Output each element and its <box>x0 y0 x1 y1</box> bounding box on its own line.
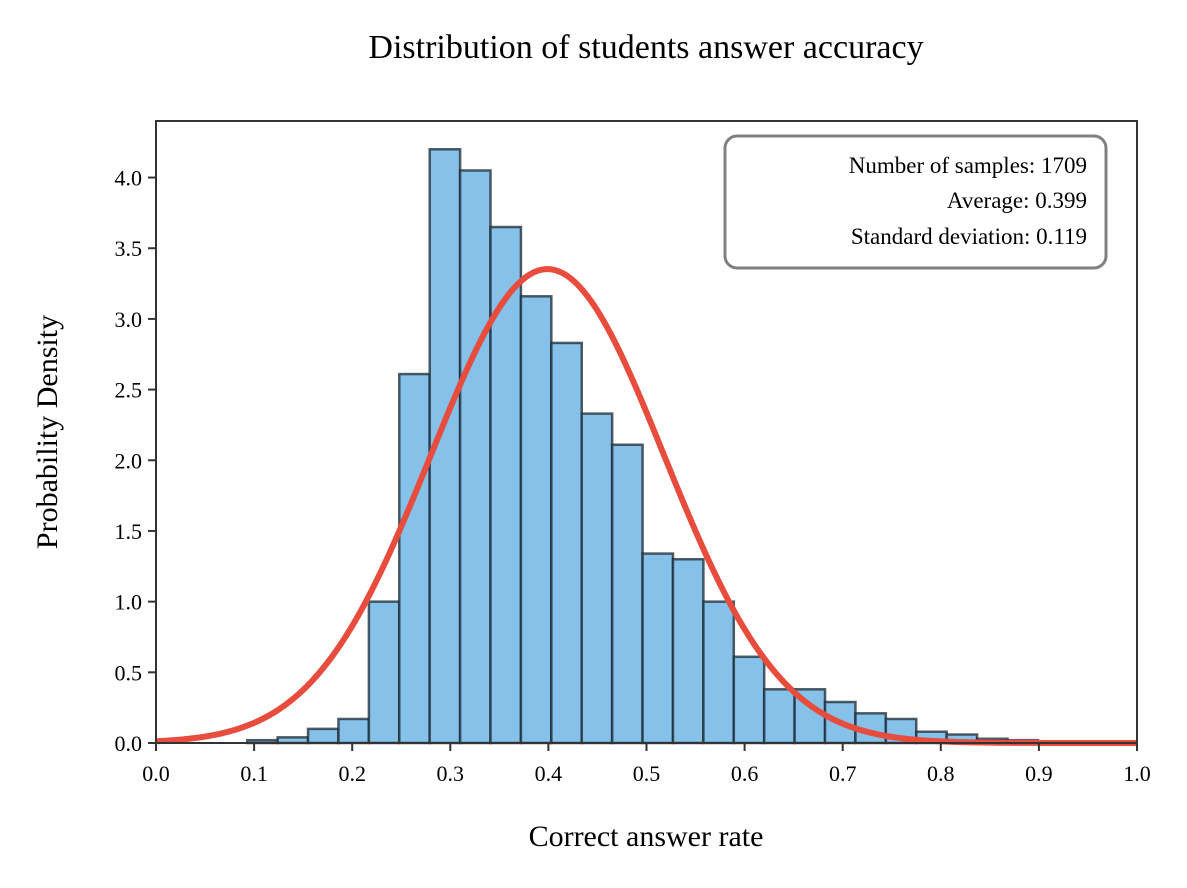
histogram-bar <box>762 688 796 745</box>
x-tick-label: 0.3 <box>437 761 465 786</box>
y-axis-ticks: 0.0 0.5 1.0 1.5 2.0 2.5 3.0 3.5 4.0 <box>115 166 156 756</box>
x-tick-label: 0.5 <box>633 761 661 786</box>
x-tick-label: 0.4 <box>535 761 563 786</box>
histogram-bar <box>398 372 431 745</box>
stats-sample-count: Number of samples: 1709 <box>849 153 1087 178</box>
x-tick-label: 0.6 <box>731 761 759 786</box>
histogram-bar <box>671 557 705 745</box>
stats-box-frame <box>723 134 1108 270</box>
histogram-bar <box>306 727 340 745</box>
y-tick-label: 1.0 <box>115 590 143 615</box>
y-tick-label: 2.5 <box>115 378 143 403</box>
histogram-bar <box>367 600 401 745</box>
histogram-bar <box>732 655 766 745</box>
stats-box: Number of samples: 1709 Average: 0.399 S… <box>723 134 1108 270</box>
x-tick-label: 0.2 <box>338 761 366 786</box>
histogram-bar <box>337 717 371 745</box>
histogram-bars <box>245 148 1040 745</box>
stats-std-dev: Standard deviation: 0.119 <box>851 224 1087 249</box>
y-tick-label: 0.0 <box>115 731 143 756</box>
x-tick-label: 0.0 <box>142 761 170 786</box>
x-tick-label: 0.1 <box>240 761 268 786</box>
histogram-bar <box>489 225 523 745</box>
chart-title: Distribution of students answer accuracy <box>368 29 923 66</box>
x-tick-label: 1.0 <box>1123 761 1151 786</box>
y-tick-label: 0.5 <box>115 660 143 685</box>
y-tick-label: 4.0 <box>115 166 143 191</box>
y-tick-label: 3.0 <box>115 307 143 332</box>
x-axis-label: Correct answer rate <box>529 820 764 853</box>
stats-average: Average: 0.399 <box>947 188 1087 213</box>
histogram-bar <box>458 169 492 745</box>
y-tick-label: 1.5 <box>115 519 143 544</box>
y-tick-label: 3.5 <box>115 236 143 261</box>
histogram-bar <box>550 341 584 745</box>
histogram-bar <box>580 412 614 745</box>
histogram-bar <box>610 443 644 745</box>
x-tick-label: 0.8 <box>927 761 955 786</box>
histogram-bar <box>641 552 675 745</box>
histogram-bar <box>702 600 736 745</box>
x-tick-label: 0.9 <box>1025 761 1053 786</box>
histogram-bar <box>519 295 553 745</box>
y-axis-label: Probability Density <box>31 315 64 549</box>
x-tick-label: 0.7 <box>829 761 857 786</box>
x-axis-ticks: 0.0 0.1 0.2 0.3 0.4 0.5 0.6 0.7 0.8 0.9 1.0 <box>142 743 1151 786</box>
y-tick-label: 2.0 <box>115 448 143 473</box>
